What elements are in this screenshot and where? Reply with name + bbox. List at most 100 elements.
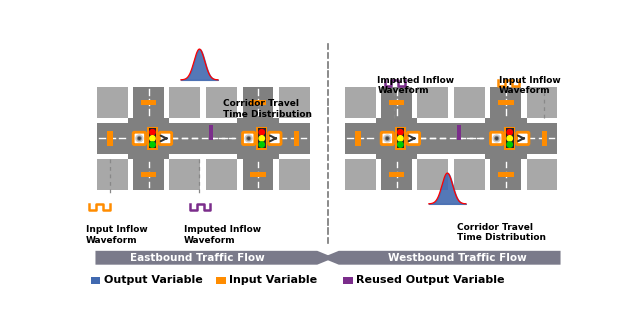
FancyBboxPatch shape [516,132,529,144]
Bar [133,159,164,190]
Text: Corridor Travel
Time Distribution: Corridor Travel Time Distribution [456,223,545,242]
Bar [237,118,279,159]
Circle shape [259,136,264,141]
Bar [389,172,404,177]
Circle shape [496,137,497,139]
Bar [498,172,513,177]
Bar [376,118,417,159]
Bar [128,118,170,159]
Bar [490,87,521,118]
Text: Reused Output Variable: Reused Output Variable [356,276,505,286]
FancyBboxPatch shape [159,132,172,144]
Bar [147,127,158,150]
Bar [257,127,267,150]
Circle shape [507,142,513,147]
Bar [206,159,237,190]
Bar [417,87,448,118]
Bar [279,159,310,190]
Circle shape [245,135,252,142]
Bar [243,87,273,118]
Circle shape [247,136,251,140]
Circle shape [150,129,155,135]
Text: Corridor Travel
Time Distribution: Corridor Travel Time Distribution [223,99,312,119]
Bar [485,118,527,159]
Bar [91,277,100,284]
Bar [381,159,412,190]
Bar [97,87,128,118]
Bar [454,159,485,190]
FancyBboxPatch shape [243,132,255,144]
Circle shape [387,137,388,139]
Circle shape [507,136,513,141]
FancyBboxPatch shape [407,132,420,144]
Bar [490,159,521,190]
FancyArrow shape [322,251,561,265]
Bar [397,128,404,148]
Bar [141,100,156,105]
Bar [527,159,557,190]
Bar [454,87,485,118]
Circle shape [495,136,499,140]
Circle shape [150,142,155,147]
Circle shape [248,137,250,139]
Bar [498,100,513,105]
Bar [456,124,461,140]
Circle shape [493,135,500,142]
Bar [250,172,266,177]
Bar [170,159,200,190]
Text: Input Inflow
Waveform: Input Inflow Waveform [499,76,561,95]
Bar [148,128,156,148]
Bar [527,123,557,154]
Bar [395,127,406,150]
Bar [381,87,412,118]
Circle shape [136,135,143,142]
Bar [279,87,310,118]
Bar [417,123,448,154]
Bar [294,131,299,146]
Circle shape [259,129,264,135]
Bar [355,131,361,146]
Text: Input Inflow
Waveform: Input Inflow Waveform [86,225,148,245]
Bar [216,277,225,284]
Circle shape [507,129,513,135]
Bar [417,159,448,190]
Circle shape [397,129,403,135]
Bar [250,100,266,105]
Circle shape [138,137,140,139]
Bar [541,131,547,146]
Bar [258,128,266,148]
Bar [97,159,128,190]
Bar [97,123,128,154]
Circle shape [397,142,403,147]
Circle shape [385,136,389,140]
Text: Imputed Inflow
Waveform: Imputed Inflow Waveform [378,76,454,95]
FancyBboxPatch shape [381,132,394,144]
Bar [209,124,213,140]
Text: Eastbound Traffic Flow: Eastbound Traffic Flow [130,253,264,263]
Bar [504,127,515,150]
Bar [345,87,376,118]
Bar [389,100,404,105]
FancyArrow shape [95,251,334,265]
Circle shape [397,136,403,141]
Bar [417,123,485,154]
Circle shape [384,135,391,142]
Bar [506,128,513,148]
Bar [345,123,376,154]
Text: Imputed Inflow
Waveform: Imputed Inflow Waveform [184,225,261,245]
Bar [108,131,113,146]
Circle shape [138,136,141,140]
Circle shape [150,136,155,141]
FancyBboxPatch shape [269,132,281,144]
Bar [170,87,200,118]
Bar [206,87,237,118]
Circle shape [259,142,264,147]
Text: Input Variable: Input Variable [230,276,317,286]
Bar [133,87,164,118]
Bar [454,123,485,154]
Bar [279,123,310,154]
FancyBboxPatch shape [490,132,503,144]
Bar [345,159,376,190]
Text: Output Variable: Output Variable [104,276,203,286]
Bar [141,172,156,177]
